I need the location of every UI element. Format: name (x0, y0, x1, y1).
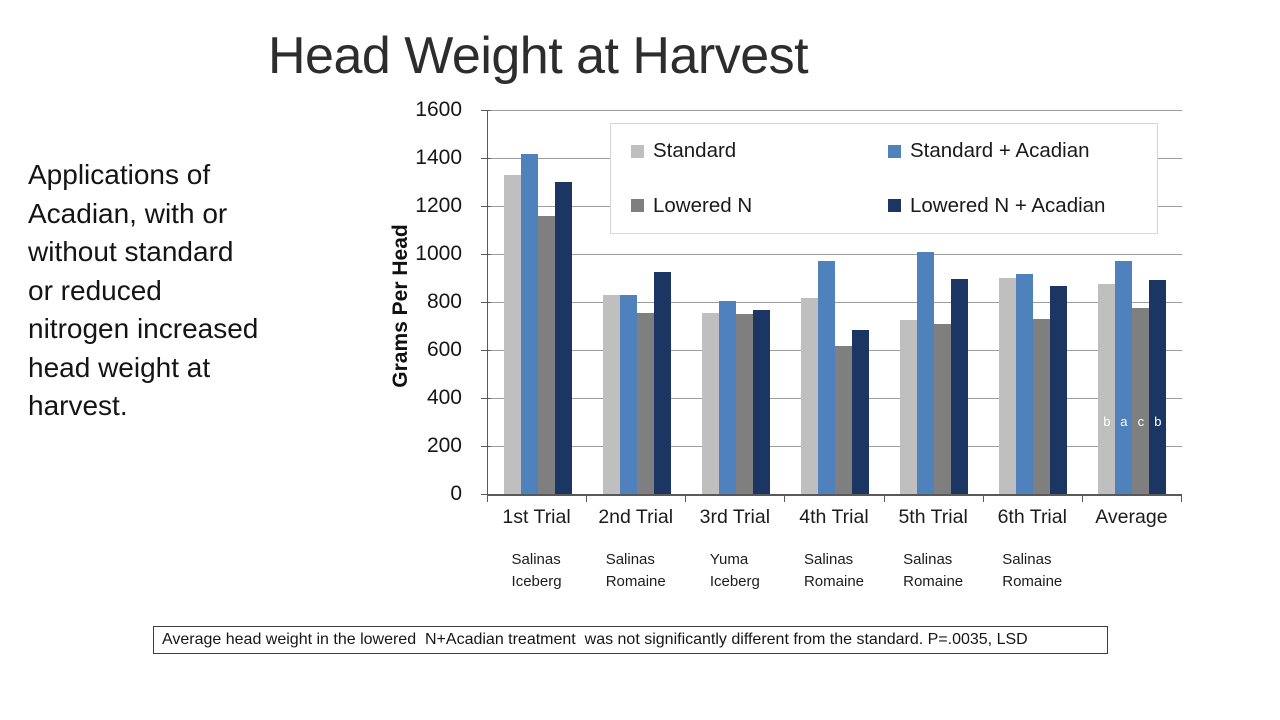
bar (818, 261, 835, 494)
x-tick-mark (982, 495, 984, 502)
category-sublabel: Salinas Romaine (784, 549, 883, 592)
y-tick-label: 1600 (415, 98, 462, 121)
y-tick-label: 200 (426, 434, 462, 457)
legend-entry: Standard + Acadian (888, 139, 1157, 163)
y-tick-mark (481, 158, 491, 159)
bar (701, 312, 719, 494)
category-label: 6th Trial (997, 506, 1067, 528)
y-tick-mark (481, 254, 491, 255)
bar (1149, 280, 1167, 494)
x-tick-mark (685, 495, 687, 502)
category-sublabel-text: Yuma Iceberg (709, 551, 760, 590)
y-tick-label: 1400 (415, 146, 462, 169)
bar (835, 346, 852, 494)
footnote-text: Average head weight in the lowered N+Aca… (162, 631, 1028, 648)
bar (1016, 274, 1034, 494)
bar (917, 251, 935, 494)
legend-label: Lowered N (653, 193, 753, 217)
y-tick-mark (481, 302, 491, 303)
bar (718, 300, 736, 494)
footnote-box: Average head weight in the lowered N+Aca… (153, 626, 1108, 654)
bar (537, 215, 555, 494)
category-label: 4th Trial (799, 506, 869, 528)
left-note-text: Applications of Acadian, with or without… (28, 159, 259, 421)
bar (653, 272, 671, 494)
category-sublabel: Salinas Romaine (884, 549, 983, 592)
bar (503, 174, 521, 494)
bar (1050, 286, 1068, 494)
legend-entry: Lowered N + Acadian (888, 194, 1157, 218)
bar (999, 278, 1017, 494)
legend-label: Standard + Acadian (910, 139, 1090, 163)
legend-label: Lowered N + Acadian (910, 193, 1106, 217)
slide-title: Head Weight at Harvest (268, 27, 809, 85)
bar (520, 154, 538, 494)
legend-swatch (631, 199, 644, 213)
y-tick-mark (481, 350, 491, 351)
bar (1115, 261, 1133, 494)
bar (951, 279, 969, 494)
x-tick-mark (784, 495, 786, 502)
category-sublabel: Yuma Iceberg (685, 549, 784, 592)
legend-swatch (888, 199, 901, 213)
category-sublabel-text: Salinas Romaine (1002, 551, 1063, 590)
legend-entry: Standard (631, 139, 888, 163)
y-tick-mark (481, 206, 491, 207)
bar (900, 320, 918, 494)
x-tick-mark (1081, 495, 1083, 502)
category-label: 1st Trial (502, 506, 571, 528)
y-tick-label: 1000 (415, 242, 462, 265)
y-tick-mark (481, 110, 491, 111)
y-tick-label: 400 (426, 386, 462, 409)
x-tick-mark (586, 495, 588, 502)
category-label: 2nd Trial (598, 506, 674, 528)
category-label: 5th Trial (898, 506, 968, 528)
y-tick-label: 1200 (415, 194, 462, 217)
legend-swatch (631, 144, 644, 158)
category-label: Average (1095, 506, 1168, 528)
gridline (488, 110, 1182, 111)
x-tick-mark (883, 495, 885, 502)
bar (1033, 318, 1051, 494)
x-tick-mark (1181, 495, 1182, 502)
bar (602, 294, 620, 494)
category-sublabel-text: Salinas Romaine (903, 551, 964, 590)
category-sublabel: Salinas Iceberg (487, 549, 586, 592)
significance-letter: a (1120, 414, 1128, 429)
gridline (488, 302, 1182, 303)
bar (1098, 284, 1116, 494)
legend-entry: Lowered N (631, 194, 888, 218)
legend-label: Standard (653, 139, 737, 163)
category-sublabel: Salinas Romaine (586, 549, 685, 592)
bar (619, 295, 637, 494)
significance-letter: b (1154, 414, 1162, 429)
bar (1132, 308, 1150, 494)
category-sublabel: Salinas Romaine (983, 549, 1082, 592)
category-sublabel-text: Salinas Iceberg (511, 551, 562, 590)
y-tick-label: 600 (426, 338, 462, 361)
bar (735, 314, 753, 494)
bar (934, 323, 952, 494)
chart-legend: Standard Standard + Acadian Lowered N Lower… (610, 123, 1158, 234)
bar (636, 313, 654, 494)
gridline (488, 254, 1182, 255)
y-tick-label: 800 (426, 290, 462, 313)
x-tick-mark (487, 495, 488, 502)
significance-letter: b (1103, 414, 1111, 429)
y-tick-mark (481, 446, 491, 447)
significance-letter: c (1137, 414, 1145, 429)
legend-swatch (888, 144, 901, 158)
y-tick-mark (481, 398, 491, 399)
category-sublabel-text: Salinas Romaine (803, 551, 864, 590)
bar (801, 298, 818, 494)
bar (852, 329, 869, 494)
bar (752, 310, 770, 494)
category-label: 3rd Trial (699, 506, 771, 528)
y-tick-mark (481, 494, 491, 495)
bar (554, 182, 572, 494)
y-tick-label: 0 (450, 482, 462, 505)
category-sublabel-text: Salinas Romaine (605, 551, 666, 590)
